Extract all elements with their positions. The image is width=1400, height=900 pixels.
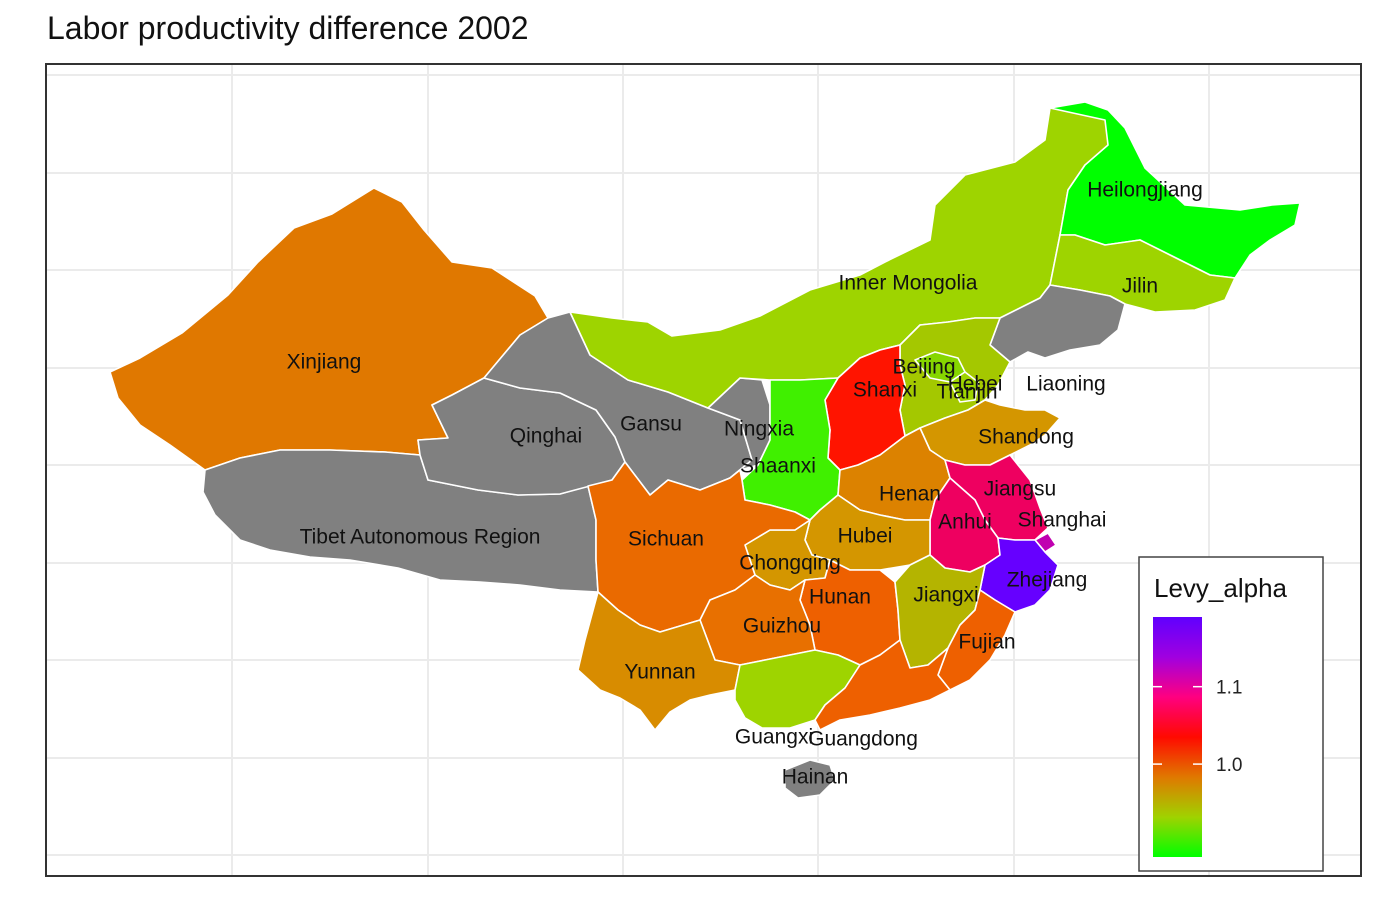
label-anhui: Anhui bbox=[938, 511, 992, 534]
label-shanghai: Shanghai bbox=[1018, 509, 1107, 532]
label-gansu: Gansu bbox=[620, 413, 682, 436]
label-jiangxi: Jiangxi bbox=[913, 584, 978, 607]
label-hainan: Hainan bbox=[782, 766, 849, 789]
label-henan: Henan bbox=[879, 483, 941, 506]
region-yunnan[interactable] bbox=[577, 591, 741, 731]
label-chongqing: Chongqing bbox=[739, 552, 841, 575]
region-labels: Heilongjiang Jilin Liaoning Inner Mongol… bbox=[287, 179, 1203, 789]
label-tianjin: Tianjin bbox=[936, 381, 997, 404]
regions bbox=[109, 101, 1301, 799]
region-tianjin[interactable] bbox=[949, 371, 979, 403]
label-guangxi: Guangxi bbox=[735, 726, 813, 749]
label-inner-mongolia: Inner Mongolia bbox=[839, 272, 978, 295]
label-shanxi: Shanxi bbox=[853, 379, 917, 402]
label-shaanxi: Shaanxi bbox=[740, 455, 816, 478]
label-hunan: Hunan bbox=[809, 586, 871, 609]
label-zhejiang: Zhejiang bbox=[1007, 569, 1088, 592]
label-guangdong: Guangdong bbox=[808, 728, 918, 751]
label-ningxia: Ningxia bbox=[724, 418, 794, 441]
label-jiangsu: Jiangsu bbox=[984, 478, 1056, 501]
region-inner-mongolia[interactable] bbox=[569, 101, 1116, 409]
panel-border bbox=[45, 63, 1362, 877]
label-sichuan: Sichuan bbox=[628, 528, 704, 551]
label-tibet: Tibet Autonomous Region bbox=[300, 526, 541, 549]
label-heilongjiang: Heilongjiang bbox=[1087, 179, 1203, 202]
label-hubei: Hubei bbox=[838, 525, 893, 548]
legend-ticks: 1.1 1.0 bbox=[1153, 678, 1242, 776]
legend-tick-label: 1.0 bbox=[1216, 755, 1242, 776]
label-shandong: Shandong bbox=[978, 426, 1074, 449]
legend-tick-label: 1.1 bbox=[1216, 678, 1242, 699]
legend: Levy_alpha 1.1 1.0 bbox=[1138, 556, 1324, 872]
label-qinghai: Qinghai bbox=[510, 425, 582, 448]
label-hebei: Hebei bbox=[948, 373, 1003, 396]
legend-title: Levy_alpha bbox=[1154, 573, 1288, 603]
label-beijing: Beijing bbox=[892, 356, 955, 379]
region-hainan[interactable] bbox=[784, 759, 836, 799]
label-fujian: Fujian bbox=[958, 631, 1015, 654]
label-xinjiang: Xinjiang bbox=[287, 351, 362, 374]
label-liaoning: Liaoning bbox=[1026, 373, 1105, 396]
legend-colorbar bbox=[1153, 617, 1202, 857]
label-guizhou: Guizhou bbox=[743, 615, 821, 638]
region-guangdong[interactable] bbox=[814, 639, 951, 731]
region-heilongjiang[interactable] bbox=[1049, 101, 1301, 279]
label-yunnan: Yunnan bbox=[624, 661, 695, 684]
label-jilin: Jilin bbox=[1122, 275, 1158, 298]
chart-title: Labor productivity difference 2002 bbox=[47, 10, 529, 46]
